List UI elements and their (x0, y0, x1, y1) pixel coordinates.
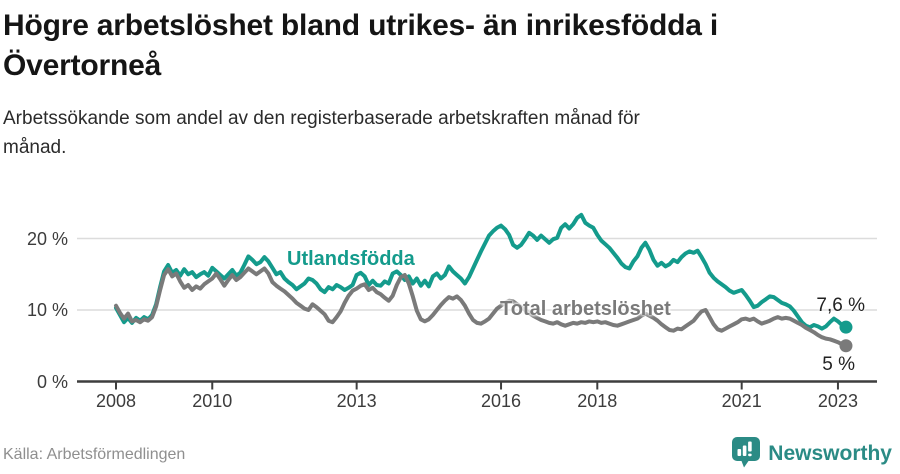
y-tick-label: 20 % (26, 228, 68, 249)
x-tick-label: 2021 (721, 391, 762, 411)
end-value-label-total: 5 % (822, 354, 855, 375)
page-title: Högre arbetslöshet bland utrikes- än inr… (3, 6, 893, 86)
series-label-utlandsfodda: Utlandsfödda (287, 248, 415, 270)
x-tick-label: 2008 (95, 391, 137, 411)
end-value-label-utlandsfodda: 7,6 % (816, 295, 865, 316)
title-line2: Övertorneå (3, 49, 162, 82)
x-tick-label: 2013 (336, 391, 377, 411)
subtitle-line2: månad. (3, 137, 67, 158)
source-caption: Källa: Arbetsförmedlingen (3, 446, 186, 463)
x-tick-label: 2016 (481, 391, 522, 411)
end-dot-series-1 (839, 339, 853, 353)
x-tick-label: 2010 (192, 391, 233, 411)
subtitle-line1: Arbetssökande som andel av den registerb… (3, 108, 640, 129)
newsworthy-logo[interactable]: Newsworthy (731, 436, 892, 472)
series-label-total: Total arbetslöshet (500, 298, 671, 320)
line-series-1 (114, 266, 848, 348)
line-series-0 (114, 212, 848, 331)
newsworthy-wordmark: Newsworthy (768, 442, 892, 465)
chart-subtitle: Arbetssökande som andel av den registerb… (3, 104, 853, 162)
y-tick-label: 0 % (36, 371, 68, 392)
y-tick-label: 10 % (26, 300, 68, 320)
title-line1: Högre arbetslöshet bland utrikes- än inr… (3, 9, 718, 42)
footer: Källa: Arbetsförmedlingen Newsworthy (0, 436, 900, 474)
x-tick-label: 2023 (817, 391, 858, 411)
end-dot-series-0 (839, 320, 853, 334)
x-tick-label: 2018 (577, 391, 618, 411)
newsworthy-bubble-chart-icon (731, 436, 761, 473)
